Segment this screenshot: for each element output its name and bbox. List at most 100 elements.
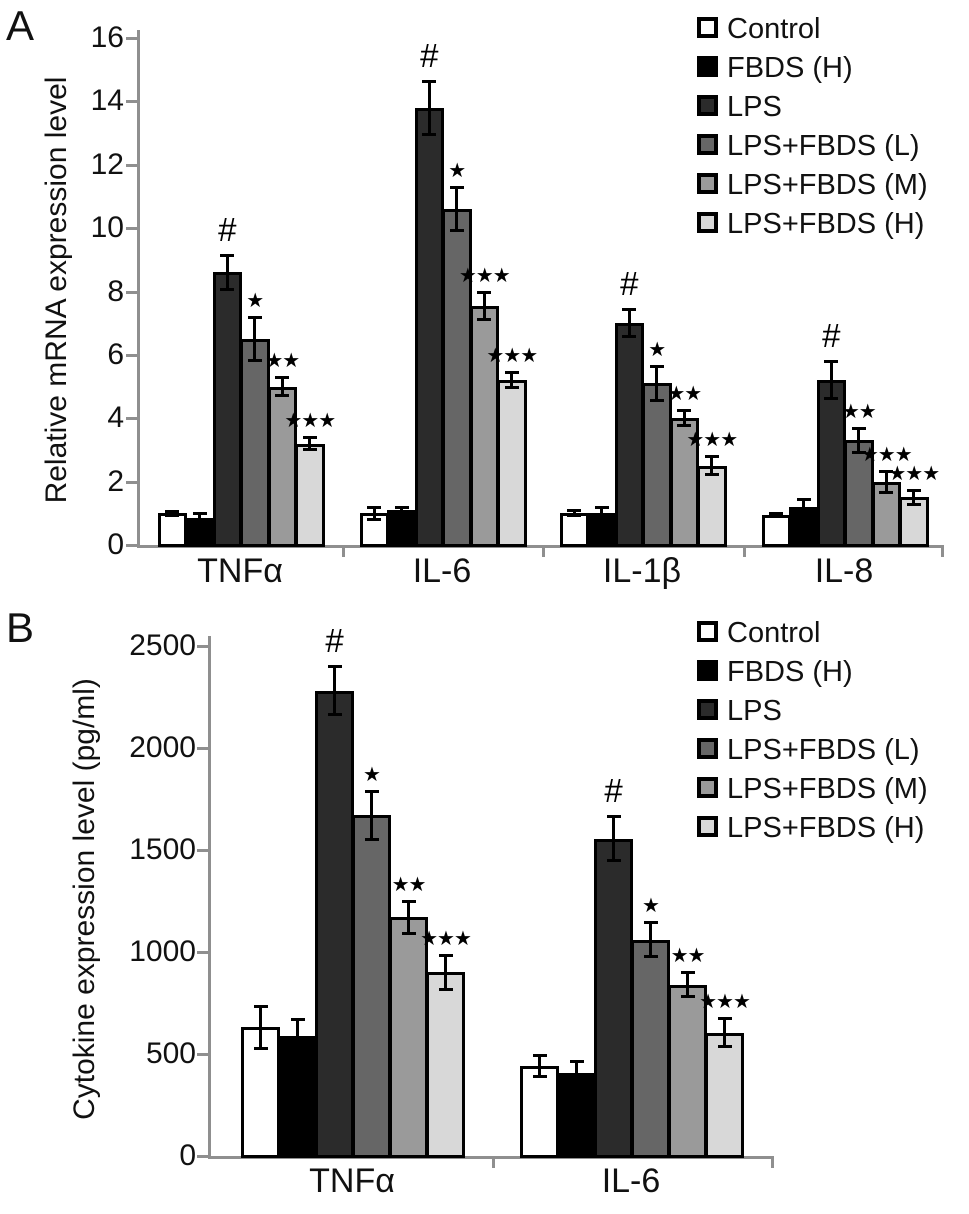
- legend-swatch: [697, 777, 718, 798]
- error-bar-cap-bottom: [394, 511, 409, 515]
- bar-Control-IL-1β: [559, 513, 589, 547]
- error-bar-cap-bottom: [606, 859, 621, 863]
- error-bar-cap-bottom: [569, 1083, 584, 1087]
- error-bar: [575, 1061, 578, 1086]
- significance-hash-marker: #: [218, 211, 237, 249]
- error-bar-cap-bottom: [290, 1049, 305, 1053]
- bar-FBDS(H)-TNFα: [278, 1035, 317, 1158]
- legend-swatch: [697, 699, 718, 720]
- error-bar-cap-top: [394, 505, 409, 509]
- legend-swatch: [697, 134, 718, 155]
- legend-item: FBDS (H): [697, 51, 853, 85]
- y-tick: [197, 645, 208, 648]
- x-category-label: IL-6: [601, 1162, 661, 1200]
- legend-item: LPS+FBDS (H): [697, 207, 924, 241]
- error-bar-cap-bottom: [302, 447, 317, 451]
- y-tick-label: 2500: [129, 629, 196, 662]
- bar-LPS+FBDS(H)-IL-1β: [697, 465, 727, 547]
- error-bar: [296, 1019, 299, 1052]
- error-bar-cap-top: [569, 1060, 584, 1064]
- error-bar: [427, 80, 431, 135]
- y-tick: [126, 417, 137, 421]
- significance-star-marker: ★★★: [686, 429, 738, 452]
- legend-label: LPS+FBDS (H): [727, 812, 925, 844]
- y-tick-label: 1000: [129, 935, 196, 968]
- significance-star-marker: ★★★: [860, 443, 913, 466]
- significance-star-marker: ★: [363, 763, 381, 786]
- error-bar-cap-bottom: [401, 931, 416, 935]
- error-bar-cap-bottom: [879, 490, 894, 494]
- error-bar-cap-top: [401, 900, 416, 903]
- y-tick: [197, 1053, 208, 1056]
- error-bar: [510, 372, 514, 389]
- y-tick: [126, 227, 137, 231]
- error-bar-cap-top: [824, 360, 839, 364]
- error-bar-cap-bottom: [622, 335, 637, 339]
- significance-star-marker: ★: [648, 338, 666, 361]
- error-bar-cap-top: [532, 1054, 547, 1058]
- error-bar: [308, 437, 312, 450]
- bar-LPS+FBDS(L)-IL-6: [631, 939, 670, 1158]
- error-bar-cap-bottom: [594, 517, 609, 521]
- y-tick-label: 1500: [129, 833, 196, 866]
- legend-label: LPS+FBDS (L): [727, 734, 920, 766]
- error-bar-cap-top: [302, 436, 317, 440]
- significance-star-marker: ★: [246, 289, 264, 312]
- bar-LPS+FBDS(H)-IL-6: [497, 380, 527, 547]
- error-bar: [802, 499, 806, 515]
- y-tick: [126, 290, 137, 294]
- y-axis-title: Cytokine expression level (pg/ml): [68, 678, 101, 1120]
- legend-swatch: [697, 738, 718, 759]
- error-bar-cap-top: [364, 789, 379, 793]
- y-tick-label: 16: [90, 21, 124, 54]
- error-bar: [455, 186, 459, 232]
- legend-label: LPS+FBDS (H): [727, 208, 925, 240]
- error-bar: [655, 365, 659, 401]
- y-tick-label: 0: [179, 1139, 196, 1172]
- error-bar-cap-top: [165, 509, 180, 513]
- error-bar-cap-bottom: [680, 994, 695, 998]
- x-axis: [137, 545, 943, 548]
- bar-LPS-TNFα: [315, 690, 354, 1158]
- error-bar-cap-top: [606, 815, 621, 819]
- legend-label: LPS: [727, 91, 782, 123]
- legend-label: LPS+FBDS (M): [727, 169, 928, 201]
- error-bar-cap-bottom: [253, 1046, 268, 1050]
- error-bar-cap-bottom: [367, 517, 382, 521]
- y-tick: [197, 1155, 208, 1158]
- panel-label-a: A: [6, 2, 35, 49]
- significance-star-marker: ★★: [391, 874, 427, 896]
- error-bar: [538, 1055, 541, 1078]
- error-bar: [600, 506, 604, 520]
- error-bar: [572, 510, 576, 517]
- significance-star-marker: ★★★: [699, 991, 751, 1014]
- error-bar: [829, 361, 833, 400]
- y-tick-label: 0: [107, 528, 124, 561]
- error-bar-cap-bottom: [438, 987, 453, 991]
- legend-item: LPS: [697, 90, 782, 124]
- significance-star-marker: ★: [448, 159, 466, 182]
- y-tick-label: 10: [90, 211, 124, 245]
- error-bar-cap-top: [290, 1018, 305, 1022]
- y-tick: [126, 353, 137, 357]
- error-bar-cap-top: [422, 79, 437, 83]
- error-bar-cap-top: [677, 409, 692, 413]
- error-bar: [682, 410, 686, 427]
- legend-item: LPS+FBDS (H): [697, 811, 924, 845]
- y-tick-label: 8: [107, 274, 124, 308]
- error-bar-cap-bottom: [704, 473, 719, 477]
- y-tick-label: 2: [107, 464, 124, 498]
- error-bar-cap-bottom: [364, 837, 379, 841]
- error-bar-cap-top: [622, 307, 637, 311]
- y-tick: [126, 100, 137, 104]
- y-tick: [126, 163, 137, 167]
- significance-star-marker: ★★★: [284, 410, 336, 433]
- bar-LPS+FBDS(L)-IL-6: [442, 209, 472, 547]
- significance-hash-marker: #: [325, 622, 344, 660]
- y-axis: [137, 30, 140, 547]
- legend-item: Control: [697, 12, 821, 46]
- error-bar-cap-top: [253, 1005, 268, 1009]
- y-tick: [126, 544, 137, 547]
- panel-label-b: B: [6, 604, 35, 651]
- legend-label: LPS: [727, 695, 782, 727]
